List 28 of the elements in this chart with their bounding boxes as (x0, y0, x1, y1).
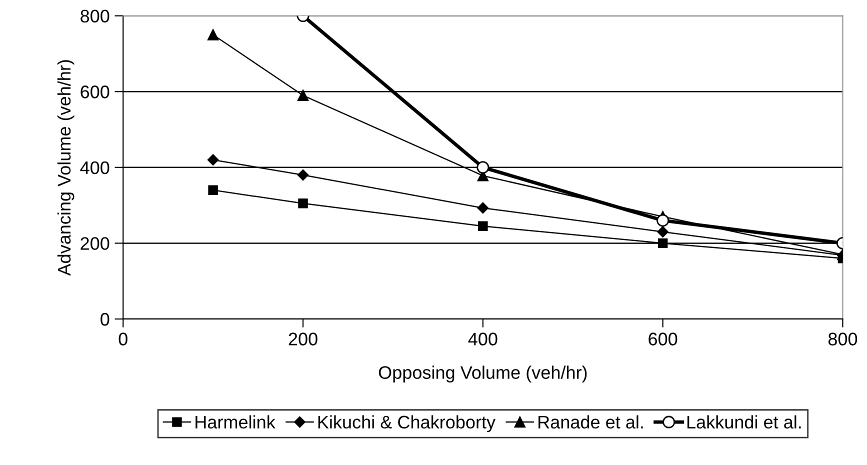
point (298, 198, 308, 208)
x-tick-label: 600 (648, 332, 678, 346)
point (658, 238, 668, 248)
x-tick-label: 400 (468, 332, 498, 346)
legend-label: Kikuchi & Chakroborty (318, 415, 496, 432)
y-tick-label: 600 (80, 86, 110, 98)
x-tick-label: 0 (118, 332, 128, 346)
x-tick-label: 200 (288, 332, 318, 346)
point (476, 161, 490, 174)
point (657, 226, 668, 238)
point (208, 29, 219, 40)
point (297, 90, 309, 101)
y-tick-label: 400 (80, 161, 110, 174)
y-tick-label: 0 (100, 312, 110, 326)
point (297, 169, 309, 181)
point (656, 214, 670, 227)
point (478, 221, 488, 232)
point (208, 185, 218, 195)
y-tick-label: 200 (80, 237, 110, 250)
y-tick-label: 800 (80, 10, 110, 23)
y-axis-title: Advancing Volume (veh/hr) (57, 60, 74, 276)
legend-label: Harmelink (196, 415, 276, 429)
x-axis-title: Opposing Volume (veh/hr) (378, 366, 587, 383)
legend-label: Ranade et al. (538, 415, 643, 429)
point (207, 154, 219, 166)
legend-label: Lakkundi et al. (687, 415, 801, 429)
point (477, 202, 489, 214)
x-tick-label: 800 (828, 332, 858, 346)
